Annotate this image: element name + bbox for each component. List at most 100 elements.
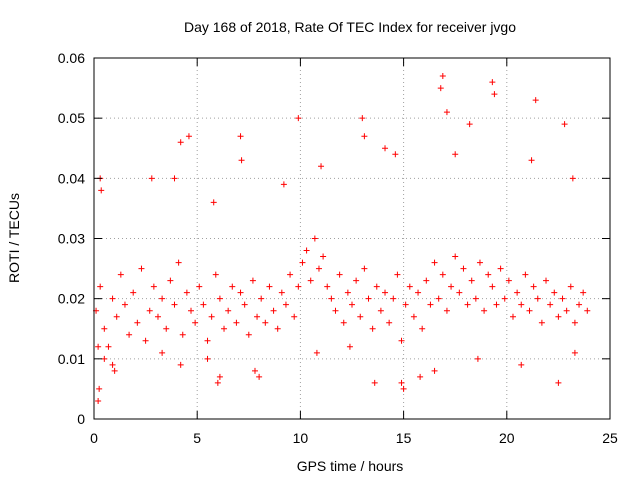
data-point: [299, 259, 306, 266]
data-point: [101, 355, 108, 362]
data-point: [460, 265, 467, 272]
data-point: [167, 277, 174, 284]
x-tick-label: 0: [90, 430, 98, 446]
data-point: [567, 283, 574, 290]
data-point: [452, 253, 459, 260]
data-point: [538, 319, 545, 326]
data-point: [113, 313, 120, 320]
data-point: [435, 295, 442, 302]
data-point: [472, 295, 479, 302]
data-point: [295, 115, 302, 122]
data-point: [98, 187, 105, 194]
data-point: [117, 271, 124, 278]
data-point: [254, 313, 261, 320]
data-point: [400, 385, 407, 392]
data-point: [423, 277, 430, 284]
data-point: [431, 367, 438, 374]
data-point: [318, 163, 325, 170]
data-point: [406, 283, 413, 290]
data-point: [216, 373, 223, 380]
data-point: [258, 295, 265, 302]
data-point: [237, 289, 244, 296]
data-point: [175, 259, 182, 266]
data-point: [148, 175, 155, 182]
data-point: [200, 301, 207, 308]
data-point: [559, 295, 566, 302]
data-point: [576, 301, 583, 308]
data-point: [171, 301, 178, 308]
data-point: [134, 319, 141, 326]
data-point: [280, 181, 287, 188]
data-point: [146, 307, 153, 314]
data-point: [543, 277, 550, 284]
data-point: [534, 295, 541, 302]
data-point: [481, 307, 488, 314]
data-point: [282, 301, 289, 308]
data-point: [111, 367, 118, 374]
data-point: [419, 325, 426, 332]
data-point: [382, 145, 389, 152]
x-tick-label: 20: [499, 430, 515, 446]
data-point: [105, 343, 112, 350]
x-tick-label: 10: [293, 430, 309, 446]
data-point: [390, 295, 397, 302]
data-point: [359, 115, 366, 122]
data-point: [278, 289, 285, 296]
y-tick-label: 0.06: [58, 50, 85, 66]
data-point: [509, 313, 516, 320]
data-point: [571, 349, 578, 356]
data-point: [410, 313, 417, 320]
x-tick-label: 5: [193, 430, 201, 446]
data-point: [171, 175, 178, 182]
data-point: [392, 151, 399, 158]
data-point: [474, 355, 481, 362]
data-point: [138, 265, 145, 272]
data-point: [398, 337, 405, 344]
data-point: [555, 313, 562, 320]
data-point: [188, 307, 195, 314]
data-point: [377, 307, 384, 314]
data-point: [437, 85, 444, 92]
data-point: [369, 325, 376, 332]
data-point: [456, 289, 463, 296]
data-point: [402, 301, 409, 308]
data-point: [485, 271, 492, 278]
data-point: [121, 301, 128, 308]
data-point: [371, 379, 378, 386]
data-point: [295, 283, 302, 290]
data-point: [126, 331, 133, 338]
data-point: [452, 151, 459, 158]
data-point: [96, 385, 103, 392]
chart-title: Day 168 of 2018, Rate Of TEC Index for r…: [184, 19, 516, 35]
data-point: [443, 109, 450, 116]
data-point: [185, 133, 192, 140]
x-axis-label: GPS time / hours: [297, 458, 404, 474]
data-point: [336, 271, 343, 278]
data-point: [522, 271, 529, 278]
data-point: [208, 313, 215, 320]
data-point: [287, 271, 294, 278]
data-point: [109, 361, 116, 368]
data-point: [179, 331, 186, 338]
data-point: [311, 235, 318, 242]
data-point: [561, 121, 568, 128]
data-point: [417, 373, 424, 380]
data-point: [150, 283, 157, 290]
data-point: [427, 301, 434, 308]
data-point: [489, 79, 496, 86]
data-point: [386, 319, 393, 326]
data-point: [130, 289, 137, 296]
data-point: [95, 343, 102, 350]
data-point: [518, 361, 525, 368]
data-point: [357, 313, 364, 320]
data-point: [466, 121, 473, 128]
data-point: [249, 277, 256, 284]
data-point: [415, 289, 422, 296]
data-point: [159, 295, 166, 302]
data-point: [328, 295, 335, 302]
data-point: [382, 289, 389, 296]
data-point: [394, 271, 401, 278]
data-point: [361, 265, 368, 272]
data-point: [532, 97, 539, 104]
